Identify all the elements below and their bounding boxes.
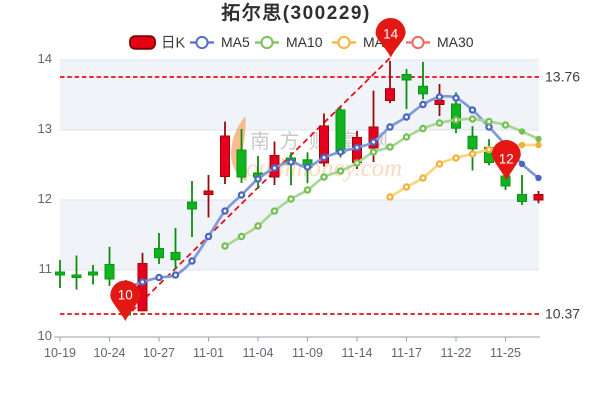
svg-text:11-22: 11-22 <box>440 346 471 360</box>
svg-text:14: 14 <box>38 51 52 66</box>
svg-text:11-17: 11-17 <box>391 346 422 360</box>
svg-text:MA10: MA10 <box>286 34 323 50</box>
svg-text:14: 14 <box>383 27 399 42</box>
svg-text:12: 12 <box>499 152 514 167</box>
svg-text:10-27: 10-27 <box>143 346 175 360</box>
svg-text:11-14: 11-14 <box>341 346 372 360</box>
svg-text:10-19: 10-19 <box>44 346 76 360</box>
svg-text:13.76: 13.76 <box>545 69 580 85</box>
svg-text:10: 10 <box>38 328 52 343</box>
svg-text:11: 11 <box>39 261 53 276</box>
svg-text:11-04: 11-04 <box>242 346 273 360</box>
svg-text:11-01: 11-01 <box>193 346 224 360</box>
svg-text:11-25: 11-25 <box>490 346 521 360</box>
svg-text:12: 12 <box>38 191 52 206</box>
svg-text:10.37: 10.37 <box>545 306 580 322</box>
svg-text:10: 10 <box>118 287 133 302</box>
svg-text:11-09: 11-09 <box>292 346 323 360</box>
svg-text:10-24: 10-24 <box>94 346 126 360</box>
svg-text:拓尔思(300229): 拓尔思(300229) <box>221 1 371 24</box>
svg-text:MA5: MA5 <box>221 34 250 50</box>
svg-text:日K: 日K <box>161 36 185 52</box>
svg-text:13: 13 <box>38 121 52 136</box>
svg-text:MA30: MA30 <box>437 34 474 50</box>
